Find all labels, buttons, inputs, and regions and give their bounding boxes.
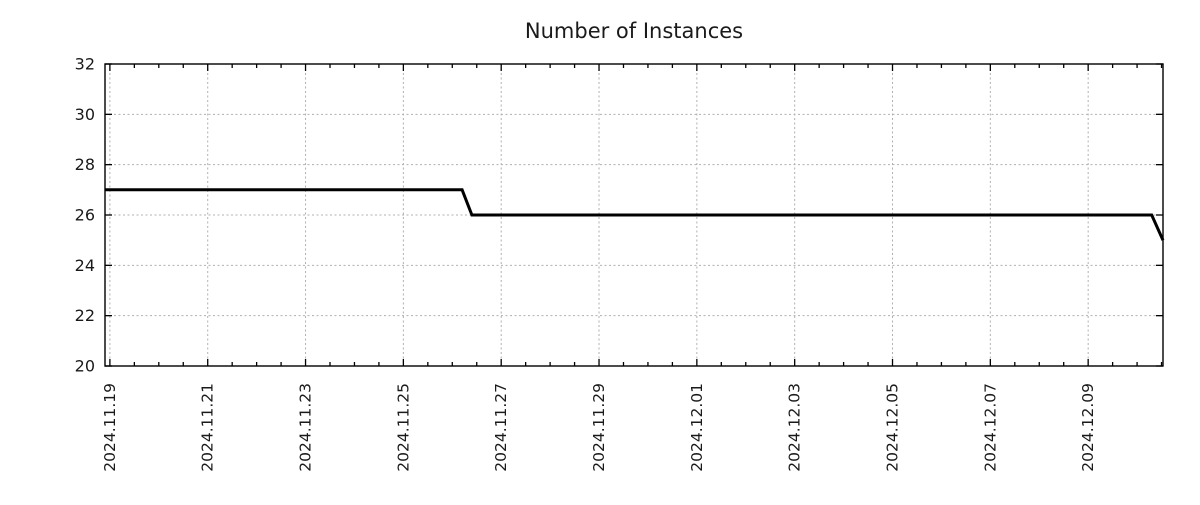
axis-ticks [105,63,1163,367]
x-tick-label: 2024.11.23 [297,383,315,472]
data-series [105,188,1165,241]
y-tick-label: 20 [75,357,95,376]
y-tick-label: 28 [75,155,95,174]
x-tick-label: 2024.11.27 [492,383,510,472]
y-tick-label: 26 [75,206,95,225]
y-tick-label: 32 [75,55,95,74]
y-tick-label: 22 [75,306,95,325]
y-axis-tick-labels: 20 22 24 26 28 30 32 [75,55,95,376]
y-tick-label: 30 [75,105,95,124]
series-instances [105,188,1165,241]
x-tick-label: 2024.11.29 [590,383,608,472]
y-tick-label: 24 [75,256,95,275]
x-tick-label: 2024.12.09 [1079,383,1097,472]
x-tick-label: 2024.12.05 [884,383,902,472]
x-tick-label: 2024.11.25 [394,383,412,472]
x-tick-label: 2024.12.03 [786,383,804,472]
x-tick-label: 2024.12.07 [981,383,999,472]
x-tick-label: 2024.11.19 [101,383,119,472]
gridlines [105,64,1163,366]
x-axis-tick-labels: 2024.11.19 2024.11.21 2024.11.23 2024.11.25… [101,383,1097,472]
chart-title: Number of Instances [525,19,743,43]
x-tick-label: 2024.12.01 [688,383,706,472]
x-tick-label: 2024.11.21 [199,383,217,472]
